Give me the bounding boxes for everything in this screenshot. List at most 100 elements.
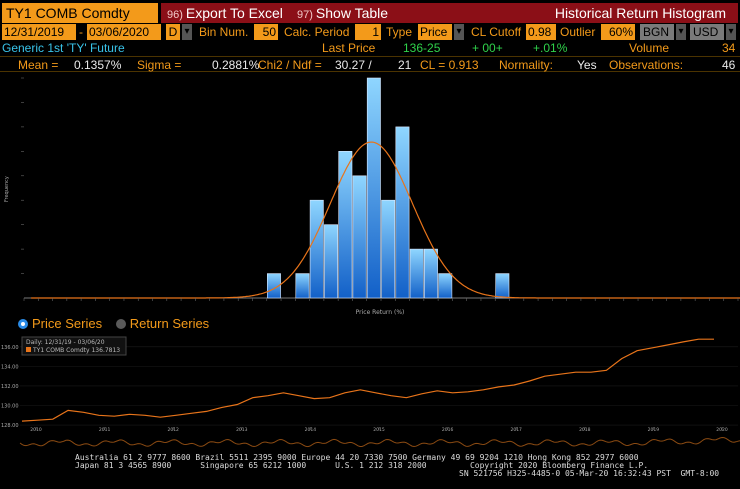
hist-bars <box>266 77 510 299</box>
price-series-chart[interactable]: Daily: 12/31/19 - 03/06/20 TY1 COMB Comd… <box>0 335 740 453</box>
source-select[interactable]: BGN <box>640 24 674 40</box>
radio-unselected-icon <box>115 319 126 329</box>
currency-select[interactable]: USD <box>690 24 724 40</box>
price-change: + 00+ <box>472 41 503 55</box>
series-legend-name: TY1 COMB Comdty 136.7813 <box>32 347 120 354</box>
histogram-bar <box>366 77 381 299</box>
navigator-line[interactable] <box>19 436 740 448</box>
normality-label: Normality: <box>499 58 554 72</box>
histogram-bar <box>495 273 510 299</box>
title-bar: TY1 COMB Comdty 96) Export To Excel 97) Sh… <box>0 3 740 23</box>
series-x-tick-label: 2015 <box>373 427 385 433</box>
security-name: Generic 1st 'TY' Future <box>2 41 125 55</box>
series-y-tick-label: 130.00 <box>1 403 19 409</box>
normal-fit-curve <box>31 141 740 299</box>
sigma-label: Sigma = <box>137 58 182 72</box>
footer-line-2: Japan 81 3 4565 8900 Singapore 65 6212 1… <box>75 461 649 470</box>
histogram-bar <box>381 199 396 299</box>
series-y-tick-label: 134.00 <box>1 364 19 370</box>
mean-label: Mean = <box>18 58 59 72</box>
show-table-button[interactable]: 97) Show Table <box>297 3 388 23</box>
calc-period-input[interactable]: 1 <box>355 24 381 40</box>
series-x-tick-label: 2019 <box>648 427 660 433</box>
series-legend-title: Daily: 12/31/19 - 03/06/20 <box>26 339 105 346</box>
price-change-pct: +.01% <box>533 41 568 55</box>
outlier-label: Outlier <box>560 25 596 39</box>
mean-value: 0.1357% <box>74 58 122 72</box>
histogram-bar <box>395 126 410 299</box>
type-select[interactable]: Price <box>418 24 452 40</box>
observations-label: Observations: <box>609 58 684 72</box>
series-y-tick-label: 132.00 <box>1 384 19 390</box>
series-x-tick-label: 2014 <box>305 427 317 433</box>
security-row: Generic 1st 'TY' Future Last Price 136-2… <box>0 41 740 56</box>
periodicity-dropdown-icon[interactable]: ▾ <box>182 24 192 40</box>
hist-x-ticks <box>23 298 739 301</box>
table-label: Show Table <box>315 5 389 21</box>
series-x-tick-label: 2013 <box>236 427 248 433</box>
volume-value: 34 <box>722 41 736 55</box>
return-histogram[interactable]: Price Return (%) Frequency <box>0 72 740 320</box>
start-date-input[interactable]: 12/31/2019 <box>2 24 76 40</box>
series-legend-swatch <box>26 347 31 352</box>
bin-num-input[interactable]: 50 <box>254 24 278 40</box>
currency-dropdown-icon[interactable]: ▾ <box>726 24 736 40</box>
type-dropdown-icon[interactable]: ▾ <box>454 24 464 40</box>
return-series-radio[interactable]: Return Series <box>115 316 210 331</box>
cl-value: CL = 0.913 <box>420 58 479 72</box>
price-line <box>21 338 714 422</box>
export-hotkey: 96) <box>167 9 183 21</box>
cl-cutoff-input[interactable]: 0.98 <box>526 24 556 40</box>
control-row: 12/31/2019 - 03/06/2020 D ▾ Bin Num. 50 … <box>0 24 740 41</box>
normality-value: Yes <box>577 58 597 72</box>
source-dropdown-icon[interactable]: ▾ <box>676 24 686 40</box>
footer-line-3: SN 521756 H325-4485-0 05-Mar-20 16:32:43… <box>459 469 720 478</box>
histogram-bar <box>309 199 324 299</box>
hist-y-label: Frequency <box>4 176 10 202</box>
hist-x-label: Price Return (%) <box>356 309 405 316</box>
calc-period-label: Calc. Period <box>284 25 350 39</box>
series-legend-box <box>21 336 127 356</box>
series-x-tick-label: 2016 <box>442 427 454 433</box>
end-date-input[interactable]: 03/06/2020 <box>87 24 161 40</box>
outlier-input[interactable]: 60% <box>601 24 635 40</box>
table-hotkey: 97) <box>297 9 313 21</box>
page-title: Historical Return Histogram <box>554 5 726 21</box>
series-x-tick-label: 2011 <box>99 427 111 433</box>
last-price-label: Last Price <box>322 41 376 55</box>
series-x-tick-label: 2012 <box>167 427 179 433</box>
periodicity-input[interactable]: D <box>166 24 180 40</box>
hist-y-ticks <box>21 77 24 274</box>
histogram-bar <box>295 273 310 299</box>
date-dash: - <box>79 25 83 39</box>
histogram-bar <box>352 175 367 299</box>
volume-label: Volume <box>629 41 670 55</box>
series-y-ticks: 136.00 134.00 132.00 130.00 128.00 <box>1 345 19 429</box>
return-series-label: Return Series <box>129 316 210 331</box>
series-x-tick-label: 2017 <box>510 427 522 433</box>
export-excel-button[interactable]: 96) Export To Excel <box>167 3 283 23</box>
cl-cutoff-label: CL Cutoff <box>471 25 522 39</box>
observations-value: 46 <box>722 58 736 72</box>
series-x-tick-label: 2020 <box>716 427 728 433</box>
sigma-value: 0.2881% <box>212 58 260 72</box>
series-y-tick-label: 128.00 <box>1 423 19 429</box>
histogram-bar <box>423 248 438 299</box>
footer: Australia 61 2 9777 8600 Brazil 5511 239… <box>0 453 740 489</box>
histogram-bar <box>438 273 453 299</box>
histogram-bar <box>266 273 281 299</box>
radio-selected-icon <box>18 319 28 329</box>
series-y-tick-label: 136.00 <box>1 345 19 351</box>
export-label: Export To Excel <box>185 5 283 21</box>
series-grid <box>20 346 738 426</box>
series-x-ticks: 2010 2011 2012 2013 2014 2015 2016 2017 2018 2019… <box>30 427 728 433</box>
price-series-radio[interactable]: Price Series <box>18 316 102 331</box>
stats-row: Mean = 0.1357% Sigma = 0.2881% Chi2 / Nd… <box>0 56 740 72</box>
bin-label: Bin Num. <box>199 25 249 39</box>
series-radio-group: Price Series Return Series <box>18 316 209 332</box>
price-series-label: Price Series <box>32 316 103 331</box>
ticker-field[interactable]: TY1 COMB Comdty <box>2 3 158 23</box>
last-price-value: 136-25 <box>403 41 441 55</box>
histogram-bar <box>409 248 424 299</box>
chi-value: 30.27 / <box>335 58 372 72</box>
